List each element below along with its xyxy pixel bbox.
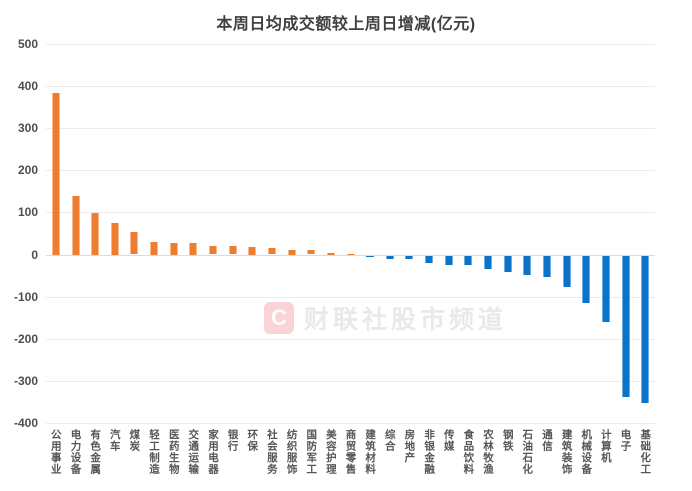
chart-title: 本周日均成交额较上周日增减(亿元)	[216, 16, 476, 33]
category-label: 通信	[541, 429, 553, 452]
bar-环保	[248, 246, 257, 255]
category-label: 农林牧渔	[482, 429, 494, 475]
bar-社会服务	[267, 248, 276, 255]
category-label: 计算机	[599, 429, 612, 464]
bar-有色金属	[91, 213, 100, 255]
gridline	[46, 296, 655, 298]
gridline	[46, 380, 655, 382]
gridline	[46, 128, 655, 130]
gridline	[46, 338, 655, 340]
bar-轻工制造	[150, 241, 158, 255]
bar-基础化工	[641, 255, 650, 403]
category-label: 轻工制造	[148, 429, 160, 475]
bar-综合	[385, 255, 394, 260]
y-tick-label: -300	[13, 373, 38, 388]
gridline	[46, 86, 655, 88]
category-label: 石油石化	[521, 429, 534, 475]
y-tick-label: 500	[17, 37, 38, 51]
category-label: 钢铁	[501, 429, 514, 452]
bar-计算机	[601, 255, 610, 323]
bar-农林牧渔	[484, 255, 492, 270]
x-axis-labels: 公用事业 电力设备 有色金属 汽车 煤炭 轻工制造 医药生物 交通运输 家用电器 银行 环保 社会服务…	[0, 427, 692, 491]
bar-美容护理	[326, 253, 335, 255]
y-tick-label: 100	[17, 205, 38, 220]
bar-机械设备	[582, 255, 591, 304]
bar-银行	[228, 246, 237, 255]
category-label: 国防军工	[305, 429, 318, 475]
category-label: 基础化工	[639, 429, 652, 475]
bar-电子	[621, 255, 630, 397]
category-label: 美容护理	[324, 429, 337, 475]
bar-公用事业	[51, 93, 60, 255]
category-label: 商贸零售	[344, 429, 357, 475]
watermark: C 财联社股市频道	[264, 300, 507, 336]
bar-钢铁	[503, 255, 512, 272]
category-label: 社会服务	[265, 429, 278, 475]
bar-煤炭	[130, 232, 139, 255]
bar-电力设备	[71, 195, 80, 255]
bar-食品饮料	[464, 255, 473, 266]
category-label: 建筑装饰	[560, 429, 573, 475]
bar-纺织服饰	[287, 249, 296, 255]
bar-交通运输	[189, 243, 198, 255]
gridline	[46, 170, 655, 172]
gridline	[46, 44, 655, 45]
category-label: 煤炭	[128, 429, 141, 452]
category-label: 银行	[226, 429, 239, 452]
bar-非银金融	[425, 255, 434, 263]
category-label: 电子	[619, 429, 632, 452]
y-tick-label: 300	[17, 121, 38, 136]
category-label: 汽车	[108, 429, 121, 452]
bar-医药生物	[169, 242, 178, 255]
y-tick-label: -400	[13, 416, 38, 430]
y-tick-label: 200	[17, 163, 38, 178]
y-tick-label: -100	[13, 289, 38, 304]
bar-房地产	[405, 255, 414, 259]
bar-商贸零售	[346, 254, 355, 255]
bar-建筑装饰	[562, 255, 571, 287]
y-tick-label: 400	[17, 79, 38, 94]
bar-汽车	[110, 222, 119, 255]
category-label: 房地产	[403, 429, 416, 464]
category-label: 电力设备	[69, 429, 82, 475]
gridline	[46, 423, 655, 424]
zero-gridline	[46, 254, 655, 256]
category-label: 建筑材料	[364, 429, 377, 475]
category-label: 食品饮料	[462, 429, 475, 475]
y-tick-label: 0	[31, 247, 38, 262]
bar-国防军工	[307, 249, 316, 255]
category-label: 非银金融	[423, 429, 436, 475]
watermark-text: 财联社股市频道	[304, 306, 508, 334]
y-axis: 500 400 300 200 100 0 -100 -200 -300 -400	[0, 37, 40, 430]
bar-石油石化	[523, 255, 532, 275]
bar-通信	[543, 255, 551, 278]
category-label: 医药生物	[167, 429, 180, 475]
cailianshe-logo-icon: C	[264, 302, 294, 334]
category-label: 家用电器	[207, 429, 219, 475]
bar-建筑材料	[366, 255, 375, 257]
category-label: 交通运输	[187, 429, 200, 475]
category-label: 机械设备	[580, 429, 593, 475]
bar-家用电器	[209, 245, 217, 255]
category-label: 环保	[246, 429, 259, 452]
bar-传媒	[444, 255, 453, 265]
plot-area: C 财联社股市频道	[46, 44, 655, 424]
gridline	[46, 212, 655, 214]
category-label: 纺织服饰	[285, 429, 298, 475]
category-label: 有色金属	[89, 429, 102, 475]
category-label: 公用事业	[49, 429, 62, 475]
category-label: 综合	[383, 429, 396, 452]
y-tick-label: -200	[13, 331, 38, 346]
category-label: 传媒	[442, 429, 455, 452]
